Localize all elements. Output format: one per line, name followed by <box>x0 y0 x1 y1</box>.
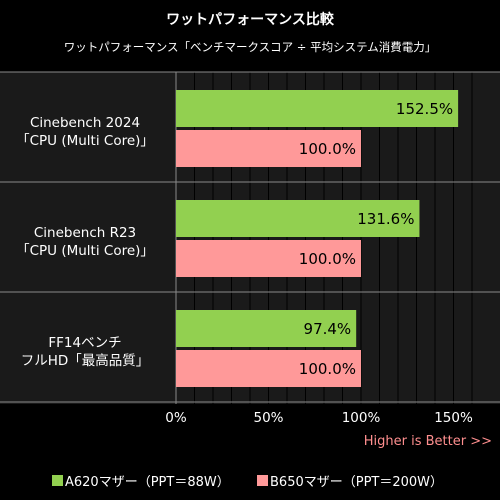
legend-label-b650: B650マザー（PPT＝200W） <box>270 475 444 490</box>
bar-a620-1 <box>176 200 420 237</box>
x-tick-label: 150% <box>434 410 473 426</box>
bar-b650-1 <box>176 240 361 277</box>
higher-is-better-note: Higher is Better >> <box>363 434 492 449</box>
value-label-a620-0: 152.5% <box>396 100 453 118</box>
x-tick-label: 50% <box>253 410 283 426</box>
x-tick-label: 100% <box>342 410 381 426</box>
value-label-a620-2: 97.4% <box>304 320 352 338</box>
legend-item-b650: B650マザー（PPT＝200W） <box>257 471 443 490</box>
category-label-line: Cinebench R23 <box>33 225 137 241</box>
category-label-ff14: FF14ベンチ フルHD「最高品質」 <box>0 334 170 370</box>
value-label-b650-2: 100.0% <box>299 360 356 378</box>
category-label-line: Cinebench 2024 <box>29 115 141 131</box>
chart-title: ワットパフォーマンス比較 <box>166 12 334 28</box>
bar-a620-2 <box>176 310 357 347</box>
legend-label-a620: A620マザー（PPT＝88W） <box>65 475 230 490</box>
category-label-line: 「CPU (Multi Core)」 <box>16 243 154 259</box>
value-label-b650-0: 100.0% <box>299 140 356 158</box>
bar-a620-0 <box>176 90 459 127</box>
value-label-b650-1: 100.0% <box>299 250 356 268</box>
legend-swatch-b650 <box>257 475 268 486</box>
chart-subtitle: ワットパフォーマンス「ベンチマークスコア ÷ 平均システム消費電力」 <box>63 40 437 54</box>
legend-swatch-a620 <box>52 475 63 486</box>
bar-b650-0 <box>176 130 361 167</box>
value-label-a620-1: 131.6% <box>357 210 414 228</box>
x-tick-label: 0% <box>165 410 187 426</box>
category-label-cinebench-r23: Cinebench R23 「CPU (Multi Core)」 <box>0 224 170 260</box>
category-label-line: 「CPU (Multi Core)」 <box>16 133 154 149</box>
legend-item-a620: A620マザー（PPT＝88W） <box>52 471 230 490</box>
category-label-line: フルHD「最高品質」 <box>20 353 150 369</box>
bar-b650-2 <box>176 350 361 387</box>
category-label-cinebench-2024: Cinebench 2024 「CPU (Multi Core)」 <box>0 114 170 150</box>
category-label-line: FF14ベンチ <box>48 335 122 351</box>
